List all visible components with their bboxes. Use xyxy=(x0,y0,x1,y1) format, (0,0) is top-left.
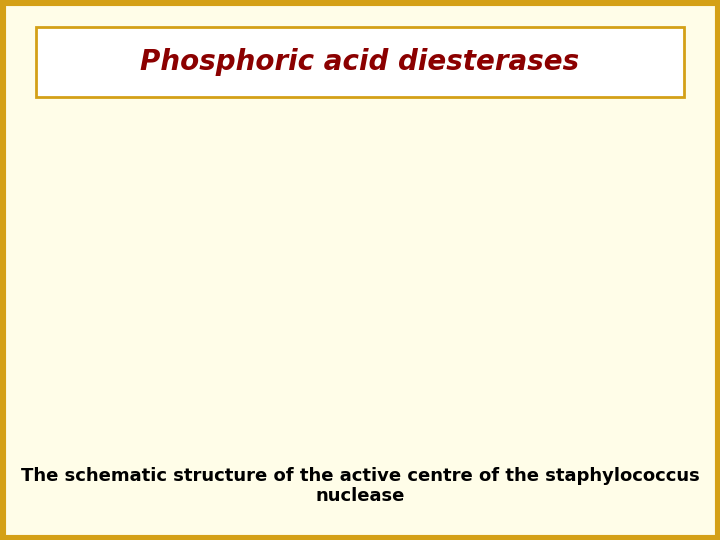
Text: Phosphoric acid diesterases: Phosphoric acid diesterases xyxy=(140,48,580,76)
FancyBboxPatch shape xyxy=(36,27,684,97)
Text: The schematic structure of the active centre of the staphylococcus
nuclease: The schematic structure of the active ce… xyxy=(21,467,699,505)
